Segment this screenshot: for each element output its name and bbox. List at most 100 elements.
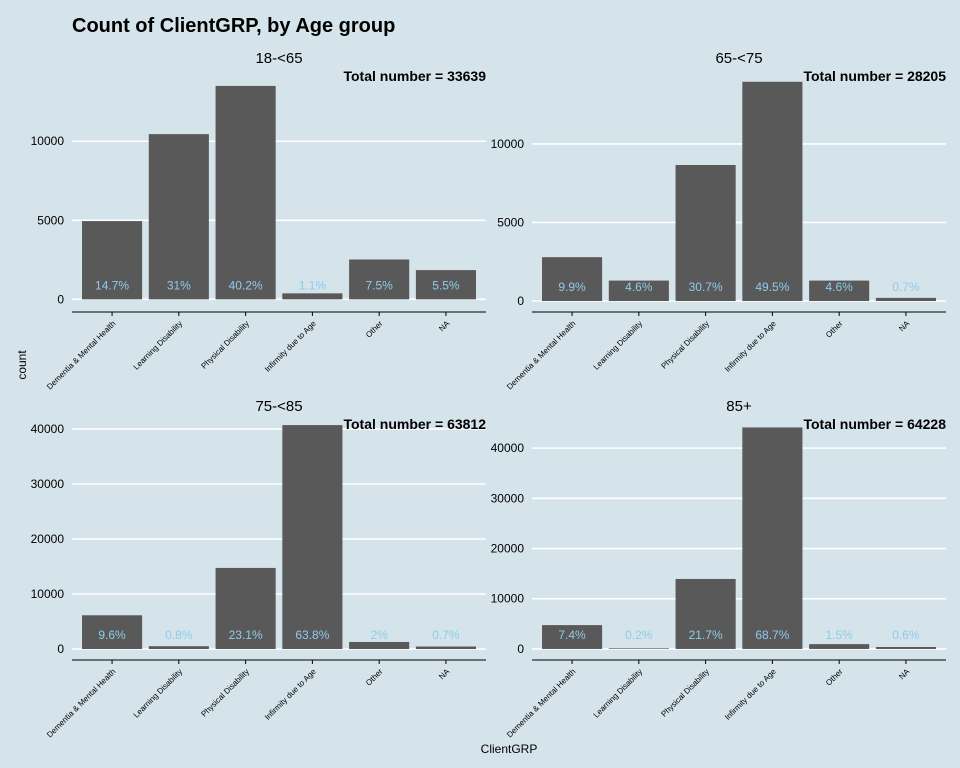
bar-pct-label: 31% xyxy=(167,278,191,292)
x-tick-label: Infirmity due to Age xyxy=(723,319,778,374)
total-number-label: Total number = 64228 xyxy=(803,416,946,432)
y-tick-label: 10000 xyxy=(491,592,525,606)
x-tick-label: Other xyxy=(364,319,385,340)
x-tick-label: NA xyxy=(897,319,912,334)
y-tick-label: 5000 xyxy=(497,215,524,229)
bar xyxy=(82,615,143,649)
bar xyxy=(809,280,870,302)
bar xyxy=(282,293,343,300)
bar xyxy=(742,81,803,302)
panels: 14.7% Dementia & Mental Health 31% Learning… xyxy=(31,50,947,739)
bar-pct-label: 40.2% xyxy=(229,278,263,292)
y-tick-label: 40000 xyxy=(31,422,65,436)
panel-title: 85+ xyxy=(726,398,752,415)
x-tick-label: Physical Disability xyxy=(199,667,251,719)
panel-1: 14.7% Dementia & Mental Health 31% Learning… xyxy=(31,50,487,391)
x-tick-label: Infirmity due to Age xyxy=(263,667,318,722)
x-tick-label: Infirmity due to Age xyxy=(263,319,318,374)
bar xyxy=(415,270,476,300)
bar xyxy=(215,85,276,300)
x-tick-label: Dementia & Mental Health xyxy=(505,319,577,391)
y-tick-label: 0 xyxy=(57,642,64,656)
bar-pct-label: 0.2% xyxy=(625,628,653,642)
bar xyxy=(675,165,736,302)
y-tick-label: 0 xyxy=(517,642,524,656)
bar xyxy=(349,259,410,300)
bar xyxy=(82,221,143,300)
y-tick-label: 10000 xyxy=(31,587,65,601)
y-tick-label: 10000 xyxy=(31,134,65,148)
x-tick-label: Infirmity due to Age xyxy=(723,667,778,722)
x-tick-label: Learning Disability xyxy=(592,319,645,372)
panel-title: 75-<85 xyxy=(255,398,302,415)
bar xyxy=(282,425,343,649)
y-tick-label: 40000 xyxy=(491,441,525,455)
x-tick-label: Physical Disability xyxy=(659,667,711,719)
y-tick-label: 30000 xyxy=(491,491,525,505)
total-number-label: Total number = 33639 xyxy=(343,68,486,84)
y-tick-label: 10000 xyxy=(491,137,525,151)
bar-pct-label: 30.7% xyxy=(689,280,723,294)
x-tick-label: Physical Disability xyxy=(199,319,251,371)
x-tick-label: Dementia & Mental Health xyxy=(505,667,577,739)
bar-pct-label: 0.6% xyxy=(892,628,920,642)
bar-pct-label: 0.7% xyxy=(892,280,920,294)
y-tick-label: 0 xyxy=(517,294,524,308)
bar-pct-label: 5.5% xyxy=(432,278,460,292)
y-axis-label: count xyxy=(15,350,29,380)
x-tick-label: Learning Disability xyxy=(132,667,185,720)
x-tick-label: Learning Disability xyxy=(132,319,185,372)
bar-pct-label: 0.7% xyxy=(432,628,460,642)
bar-pct-label: 21.7% xyxy=(689,628,723,642)
x-tick-label: Other xyxy=(824,319,845,340)
bar-pct-label: 68.7% xyxy=(755,628,789,642)
bar xyxy=(415,646,476,649)
chart-title: Count of ClientGRP, by Age group xyxy=(72,15,395,37)
x-tick-label: NA xyxy=(437,667,452,682)
bar xyxy=(542,625,603,649)
bar-pct-label: 63.8% xyxy=(295,628,329,642)
y-tick-label: 0 xyxy=(57,292,64,306)
y-tick-label: 20000 xyxy=(31,532,65,546)
x-tick-label: Dementia & Mental Health xyxy=(45,319,117,391)
bar-pct-label: 4.6% xyxy=(625,280,653,294)
bar-pct-label: 9.6% xyxy=(98,628,126,642)
y-tick-label: 20000 xyxy=(491,542,525,556)
bar-pct-label: 14.7% xyxy=(95,278,129,292)
bar-pct-label: 9.9% xyxy=(558,280,586,294)
bar xyxy=(608,648,669,649)
bar xyxy=(608,280,669,302)
bar xyxy=(675,578,736,649)
panel-3: 9.6% Dementia & Mental Health 0.8% Learning… xyxy=(31,398,487,739)
panel-2: 9.9% Dementia & Mental Health 4.6% Learning… xyxy=(491,50,947,391)
x-tick-label: Learning Disability xyxy=(592,667,645,720)
bar xyxy=(349,641,410,649)
bar xyxy=(148,134,209,300)
x-tick-label: Other xyxy=(364,667,385,688)
bar-pct-label: 1.1% xyxy=(299,278,327,292)
bar-pct-label: 49.5% xyxy=(755,280,789,294)
bar xyxy=(215,567,276,649)
bar-pct-label: 23.1% xyxy=(229,628,263,642)
bar-pct-label: 4.6% xyxy=(825,280,853,294)
y-tick-label: 30000 xyxy=(31,477,65,491)
bar xyxy=(875,646,936,649)
x-axis-label: ClientGRP xyxy=(481,742,538,756)
total-number-label: Total number = 63812 xyxy=(343,416,486,432)
bar-pct-label: 1.5% xyxy=(825,628,853,642)
panel-title: 65-<75 xyxy=(715,50,762,67)
x-tick-label: Other xyxy=(824,667,845,688)
panel-4: 7.4% Dementia & Mental Health 0.2% Learning… xyxy=(491,398,947,739)
bar xyxy=(809,644,870,649)
bar xyxy=(742,427,803,649)
x-tick-label: Dementia & Mental Health xyxy=(45,667,117,739)
bar-pct-label: 2% xyxy=(370,628,388,642)
total-number-label: Total number = 28205 xyxy=(803,68,946,84)
bar-pct-label: 7.4% xyxy=(558,628,586,642)
x-tick-label: NA xyxy=(437,319,452,334)
bar-pct-label: 7.5% xyxy=(365,278,393,292)
x-tick-label: Physical Disability xyxy=(659,319,711,371)
panel-title: 18-<65 xyxy=(255,50,302,67)
bar-pct-label: 0.8% xyxy=(165,628,193,642)
